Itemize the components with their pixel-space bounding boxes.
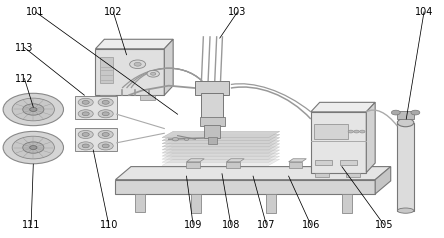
Text: 113: 113 <box>15 43 34 53</box>
Polygon shape <box>162 147 280 153</box>
Polygon shape <box>164 39 173 95</box>
Polygon shape <box>162 144 280 150</box>
Bar <box>340 160 357 165</box>
Bar <box>135 194 145 212</box>
Bar <box>201 93 223 119</box>
Circle shape <box>184 138 189 140</box>
Circle shape <box>3 131 63 164</box>
Bar <box>397 123 414 211</box>
Bar <box>226 162 240 168</box>
Polygon shape <box>226 159 244 162</box>
Polygon shape <box>162 150 280 156</box>
Polygon shape <box>162 156 280 162</box>
Circle shape <box>82 144 89 148</box>
Text: 105: 105 <box>375 220 393 230</box>
Text: 108: 108 <box>222 220 240 230</box>
Circle shape <box>98 98 113 106</box>
Polygon shape <box>186 159 204 162</box>
Text: 111: 111 <box>22 220 40 230</box>
Circle shape <box>102 133 109 136</box>
Bar <box>266 194 276 213</box>
Polygon shape <box>162 153 280 159</box>
Text: 101: 101 <box>26 7 45 17</box>
Bar <box>289 162 302 168</box>
Bar <box>75 96 117 119</box>
Bar <box>204 125 220 138</box>
Bar <box>75 128 117 151</box>
Ellipse shape <box>397 208 414 213</box>
Circle shape <box>98 130 113 139</box>
Circle shape <box>3 93 63 126</box>
Bar <box>195 81 229 95</box>
Bar <box>346 173 360 177</box>
Polygon shape <box>375 167 391 194</box>
Circle shape <box>82 100 89 104</box>
Bar <box>397 111 414 119</box>
Circle shape <box>354 130 359 133</box>
Text: 106: 106 <box>301 220 320 230</box>
Circle shape <box>78 110 93 118</box>
Circle shape <box>130 60 146 69</box>
Circle shape <box>391 110 400 115</box>
Circle shape <box>23 142 44 153</box>
Ellipse shape <box>397 118 414 127</box>
Circle shape <box>172 138 178 141</box>
Polygon shape <box>115 180 375 194</box>
Polygon shape <box>162 159 280 165</box>
Circle shape <box>30 108 37 111</box>
Polygon shape <box>162 134 280 141</box>
Circle shape <box>23 104 44 115</box>
Bar <box>342 194 352 213</box>
Bar <box>186 162 200 168</box>
Bar <box>191 194 201 213</box>
Bar <box>200 117 225 126</box>
Bar <box>140 95 155 100</box>
Circle shape <box>82 112 89 116</box>
Circle shape <box>12 136 55 159</box>
Bar <box>208 137 217 144</box>
Polygon shape <box>162 141 280 147</box>
Circle shape <box>411 110 420 115</box>
Circle shape <box>78 98 93 106</box>
Circle shape <box>78 142 93 150</box>
Bar <box>311 112 366 173</box>
Bar <box>100 57 113 83</box>
Circle shape <box>78 130 93 139</box>
Circle shape <box>30 146 37 149</box>
Text: 112: 112 <box>15 74 34 84</box>
Circle shape <box>82 133 89 136</box>
Text: 109: 109 <box>184 220 202 230</box>
Bar <box>314 124 348 139</box>
Polygon shape <box>311 102 375 112</box>
Circle shape <box>348 130 353 133</box>
Polygon shape <box>162 138 280 144</box>
Text: 103: 103 <box>228 7 247 17</box>
Circle shape <box>98 142 113 150</box>
Polygon shape <box>95 39 173 49</box>
Circle shape <box>12 98 55 121</box>
Circle shape <box>151 72 156 75</box>
Circle shape <box>134 62 141 66</box>
Text: 102: 102 <box>104 7 123 17</box>
Polygon shape <box>289 159 306 162</box>
Circle shape <box>102 112 109 116</box>
Bar <box>315 160 332 165</box>
Circle shape <box>102 144 109 148</box>
Circle shape <box>102 100 109 104</box>
Bar <box>95 49 164 95</box>
Bar <box>100 95 115 100</box>
Polygon shape <box>366 102 375 173</box>
Circle shape <box>147 70 159 77</box>
Bar <box>315 173 329 177</box>
Polygon shape <box>162 131 280 138</box>
Text: 104: 104 <box>415 7 433 17</box>
Circle shape <box>98 110 113 118</box>
Circle shape <box>360 130 365 133</box>
Polygon shape <box>115 167 391 180</box>
Text: 107: 107 <box>257 220 276 230</box>
Text: 110: 110 <box>99 220 118 230</box>
